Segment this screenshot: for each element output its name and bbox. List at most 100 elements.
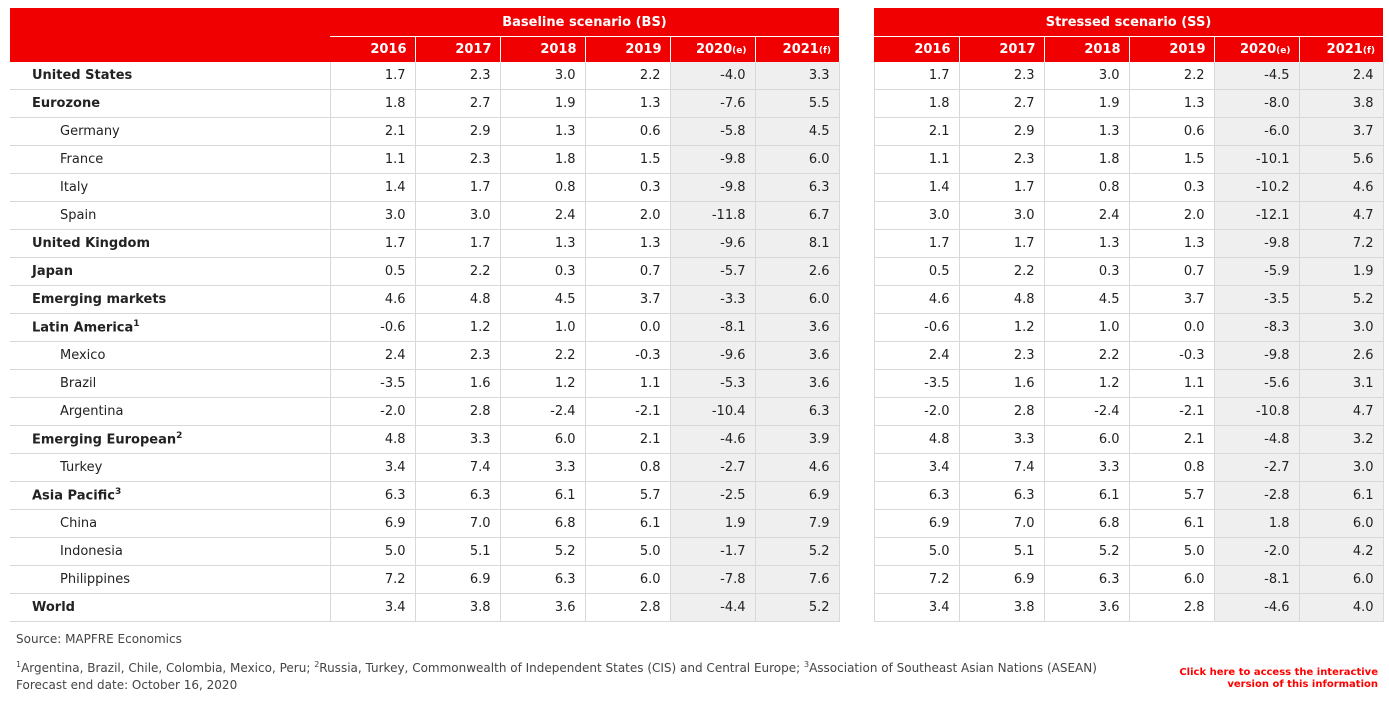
year-suffix: (e) <box>1276 46 1291 56</box>
region-label: France <box>60 152 104 167</box>
bs-value-cell: 6.0 <box>755 285 840 314</box>
bs-value-cell: 1.0 <box>500 313 586 342</box>
region-label: Italy <box>60 180 89 195</box>
ss-value-cell: 1.1 <box>873 145 960 174</box>
bs-value-cell: -5.3 <box>670 369 756 398</box>
ss-value-cell: 1.9 <box>1299 257 1384 286</box>
region-label: Japan <box>32 264 73 279</box>
ss-value-cell: 3.4 <box>873 453 960 482</box>
scenario-gap <box>839 313 874 342</box>
ss-year-header: 2016 <box>874 36 959 62</box>
region-label: Philippines <box>60 572 131 587</box>
bs-value-cell: 1.9 <box>500 89 586 118</box>
footnote-3-mark: 3 <box>804 660 810 669</box>
ss-value-cell: 1.7 <box>959 229 1045 258</box>
ss-value-cell: 5.1 <box>959 537 1045 566</box>
bs-value-cell: 6.0 <box>755 145 840 174</box>
table-row: Philippines 7.2 6.9 6.3 6.0 -7.8 7.6 7.2 6.9 6.3 6… <box>10 565 1384 594</box>
ss-value-cell: -2.1 <box>1129 397 1215 426</box>
ss-value-cell: -2.0 <box>873 397 960 426</box>
ss-value-cell: 1.3 <box>1044 229 1130 258</box>
bs-value-cell: 1.4 <box>330 173 416 202</box>
year-suffix: (f) <box>818 46 831 56</box>
bs-value-cell: -10.4 <box>670 397 756 426</box>
ss-value-cell: 1.9 <box>1044 89 1130 118</box>
bs-value-cell: -9.8 <box>670 173 756 202</box>
ss-value-cell: 2.1 <box>873 117 960 146</box>
ss-value-cell: 6.1 <box>1044 481 1130 510</box>
ss-value-cell: 2.0 <box>1129 201 1215 230</box>
ss-value-cell: 4.2 <box>1299 537 1384 566</box>
bs-value-cell: 1.1 <box>330 145 416 174</box>
region-name: Asia Pacific3 <box>10 481 331 510</box>
region-label: Argentina <box>60 404 124 419</box>
bs-value-cell: 3.6 <box>755 313 840 342</box>
ss-value-cell: 5.0 <box>873 537 960 566</box>
region-label: Turkey <box>60 460 103 475</box>
bs-value-cell: 5.2 <box>755 593 840 622</box>
region-label: Indonesia <box>60 544 123 559</box>
ss-value-cell: 1.2 <box>1044 369 1130 398</box>
bs-value-cell: 4.8 <box>330 425 416 454</box>
table-row: Spain 3.0 3.0 2.4 2.0 -11.8 6.7 3.0 3.0 2.4 2.0 -12… <box>10 201 1384 230</box>
ss-value-cell: -0.6 <box>873 313 960 342</box>
scenario-gap <box>839 62 874 90</box>
bs-value-cell: 0.3 <box>585 173 671 202</box>
baseline-scenario-header: Baseline scenario (BS) <box>330 8 839 37</box>
bs-value-cell: 8.1 <box>755 229 840 258</box>
bs-value-cell: 3.3 <box>500 453 586 482</box>
bs-value-cell: -9.8 <box>670 145 756 174</box>
region-label: United States <box>32 68 133 83</box>
bs-value-cell: 6.1 <box>500 481 586 510</box>
ss-value-cell: -4.8 <box>1214 425 1300 454</box>
ss-value-cell: 3.0 <box>959 201 1045 230</box>
header-corner <box>10 8 330 62</box>
bs-value-cell: 6.9 <box>755 481 840 510</box>
bs-value-cell: 2.2 <box>415 257 501 286</box>
ss-value-cell: 1.3 <box>1129 229 1215 258</box>
region-name: Brazil <box>10 369 331 398</box>
ss-value-cell: 1.2 <box>959 313 1045 342</box>
bs-value-cell: 6.3 <box>415 481 501 510</box>
bs-value-cell: -0.6 <box>330 313 416 342</box>
table-row: Asia Pacific3 6.3 6.3 6.1 5.7 -2.5 6.9 6.3 6.3 6.… <box>10 481 1384 510</box>
ss-value-cell: 3.7 <box>1299 117 1384 146</box>
scenario-gap <box>839 537 874 566</box>
table-row: France 1.1 2.3 1.8 1.5 -9.8 6.0 1.1 2.3 1.8 1.5 -10… <box>10 145 1384 174</box>
bs-value-cell: 5.5 <box>755 89 840 118</box>
ss-value-cell: 3.6 <box>1044 593 1130 622</box>
scenario-gap <box>839 285 874 314</box>
footnote-mark: 2 <box>176 431 183 442</box>
ss-value-cell: 2.8 <box>1129 593 1215 622</box>
year-label: 2020 <box>695 42 733 57</box>
bs-value-cell: 2.0 <box>585 201 671 230</box>
ss-value-cell: 1.8 <box>1214 509 1300 538</box>
ss-value-cell: 5.6 <box>1299 145 1384 174</box>
scenario-gap <box>839 453 874 482</box>
ss-value-cell: 3.0 <box>1299 453 1384 482</box>
ss-value-cell: -8.1 <box>1214 565 1300 594</box>
interactive-version-link[interactable]: Click here to access the interactive ver… <box>1179 667 1378 691</box>
bs-value-cell: 1.7 <box>415 173 501 202</box>
region-name: Turkey <box>10 453 331 482</box>
table-row: Emerging European2 4.8 3.3 6.0 2.1 -4.6 3.9 4.8… <box>10 425 1384 454</box>
ss-value-cell: 1.0 <box>1044 313 1130 342</box>
bs-value-cell: 5.2 <box>755 537 840 566</box>
footnote-mark: 1 <box>133 319 140 330</box>
ss-value-cell: -3.5 <box>873 369 960 398</box>
ss-value-cell: -8.0 <box>1214 89 1300 118</box>
ss-value-cell: 6.0 <box>1299 509 1384 538</box>
table-row: China 6.9 7.0 6.8 6.1 1.9 7.9 6.9 7.0 6.8 6.1 1.8 6.… <box>10 509 1384 538</box>
ss-value-cell: -10.2 <box>1214 173 1300 202</box>
table-row: Germany 2.1 2.9 1.3 0.6 -5.8 4.5 2.1 2.9 1.3 0.6 -6… <box>10 117 1384 146</box>
ss-value-cell: 5.2 <box>1299 285 1384 314</box>
bs-value-cell: -4.6 <box>670 425 756 454</box>
ss-value-cell: -8.3 <box>1214 313 1300 342</box>
ss-value-cell: 2.4 <box>1299 62 1384 90</box>
bs-value-cell: -5.8 <box>670 117 756 146</box>
table-row: Argentina -2.0 2.8 -2.4 -2.1 -10.4 6.3 -2.0 2.8-… <box>10 397 1384 426</box>
bs-value-cell: 1.6 <box>415 369 501 398</box>
bs-year-header: 2021(f) <box>754 36 839 62</box>
bs-value-cell: 5.1 <box>415 537 501 566</box>
ss-value-cell: 5.2 <box>1044 537 1130 566</box>
